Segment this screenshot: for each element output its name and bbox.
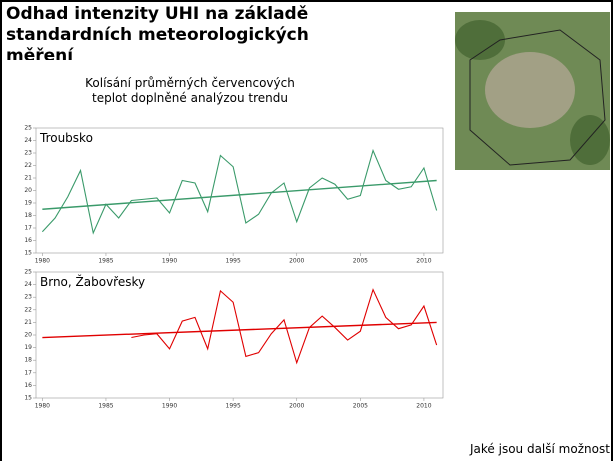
x-tick-label: 2005 bbox=[353, 403, 368, 410]
y-tick-label: 16 bbox=[24, 237, 32, 244]
y-tick-label: 15 bbox=[24, 395, 32, 402]
y-tick-label: 23 bbox=[24, 294, 32, 301]
x-tick-label: 2010 bbox=[416, 403, 431, 410]
x-tick-label: 1995 bbox=[226, 403, 241, 410]
series-line bbox=[42, 179, 437, 210]
x-tick-label: 1990 bbox=[162, 403, 177, 410]
y-tick-label: 24 bbox=[24, 281, 32, 288]
chart-title: Brno, Žabovřesky bbox=[40, 274, 145, 289]
map-boundary bbox=[469, 29, 606, 166]
y-tick-label: 25 bbox=[24, 125, 32, 132]
map-image bbox=[455, 12, 610, 170]
x-tick-label: 1980 bbox=[35, 403, 50, 410]
subtitle-box: Kolísání průměrných červencových teplot … bbox=[85, 76, 295, 105]
y-tick-label: 15 bbox=[24, 250, 32, 257]
series-line bbox=[131, 288, 438, 365]
x-tick-label: 2000 bbox=[289, 403, 304, 410]
slide-subtitle: Kolísání průměrných červencových teplot … bbox=[85, 76, 295, 105]
y-tick-label: 22 bbox=[24, 306, 32, 313]
y-tick-label: 20 bbox=[24, 187, 32, 194]
x-tick-label: 1980 bbox=[35, 258, 50, 265]
slide-footer: Jaké jsou další možnosti odhadu intenzit… bbox=[469, 442, 613, 456]
y-tick-label: 17 bbox=[24, 225, 32, 232]
map-forest bbox=[455, 20, 505, 60]
y-tick-label: 19 bbox=[24, 200, 32, 207]
x-tick-label: 1985 bbox=[98, 258, 113, 265]
y-tick-label: 18 bbox=[24, 357, 32, 364]
x-tick-label: 1995 bbox=[226, 258, 241, 265]
map-city bbox=[485, 52, 575, 128]
y-tick-label: 21 bbox=[24, 175, 32, 182]
x-tick-label: 2005 bbox=[353, 258, 368, 265]
y-tick-label: 20 bbox=[24, 332, 32, 339]
chart-title: Troubsko bbox=[39, 131, 93, 145]
map-forest bbox=[570, 115, 610, 165]
x-tick-label: 2010 bbox=[416, 258, 431, 265]
y-tick-label: 19 bbox=[24, 344, 32, 351]
y-tick-label: 25 bbox=[24, 269, 32, 276]
series-line bbox=[42, 321, 437, 339]
y-tick-label: 23 bbox=[24, 150, 32, 157]
x-tick-label: 1985 bbox=[98, 403, 113, 410]
y-tick-label: 16 bbox=[24, 382, 32, 389]
y-tick-label: 17 bbox=[24, 369, 32, 376]
y-tick-label: 21 bbox=[24, 319, 32, 326]
x-tick-label: 2000 bbox=[289, 258, 304, 265]
x-tick-label: 1990 bbox=[162, 258, 177, 265]
title-box: Odhad intenzity UHI na základě standardn… bbox=[6, 4, 309, 60]
slide-title: Odhad intenzity UHI na základě standardn… bbox=[6, 4, 309, 60]
y-tick-label: 18 bbox=[24, 212, 32, 219]
y-tick-label: 24 bbox=[24, 137, 32, 144]
y-tick-label: 22 bbox=[24, 162, 32, 169]
